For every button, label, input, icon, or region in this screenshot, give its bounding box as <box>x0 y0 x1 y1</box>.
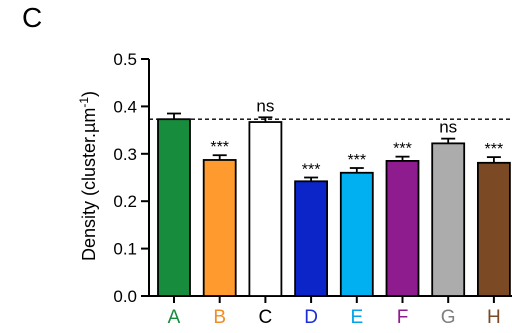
bar <box>294 180 329 297</box>
significance-label: *** <box>302 162 321 179</box>
y-tick-label: 0.2 <box>113 192 137 211</box>
bar <box>339 171 374 297</box>
y-tick-label: 0.5 <box>113 50 137 69</box>
bar <box>248 121 283 297</box>
significance-label: ns <box>256 96 274 115</box>
panel-label: C <box>22 2 43 33</box>
bar <box>202 159 237 297</box>
bar <box>476 161 511 297</box>
y-tick-label: 0.1 <box>113 240 137 259</box>
bar <box>385 160 420 297</box>
x-tick-label: D <box>304 307 318 328</box>
x-tick-label: F <box>397 307 409 328</box>
significance-label: *** <box>347 152 366 169</box>
x-tick-label: H <box>487 307 501 328</box>
x-tick-label: G <box>441 307 456 328</box>
y-tick-label: 0.3 <box>113 145 137 164</box>
bar <box>157 118 191 297</box>
x-axis: A B C D E F G H <box>148 295 512 328</box>
bars <box>149 112 512 297</box>
y-tick-label: 0.0 <box>113 287 137 306</box>
x-tick-label: A <box>168 307 181 328</box>
significance-label: *** <box>485 141 504 158</box>
x-tick-label: E <box>350 307 363 328</box>
significance-annotations: *** ns *** *** *** ns *** <box>210 96 503 178</box>
y-axis: 0.0 0.1 0.2 0.3 0.4 0.5 <box>113 50 150 306</box>
y-axis-label: Density (cluster.µm-1) <box>77 91 99 261</box>
bar <box>431 142 466 297</box>
significance-label: ns <box>439 118 457 137</box>
significance-label: *** <box>210 139 229 156</box>
x-tick-label: B <box>213 307 226 328</box>
x-tick-label: C <box>259 307 273 328</box>
y-tick-label: 0.4 <box>113 97 137 116</box>
significance-label: *** <box>393 141 412 158</box>
